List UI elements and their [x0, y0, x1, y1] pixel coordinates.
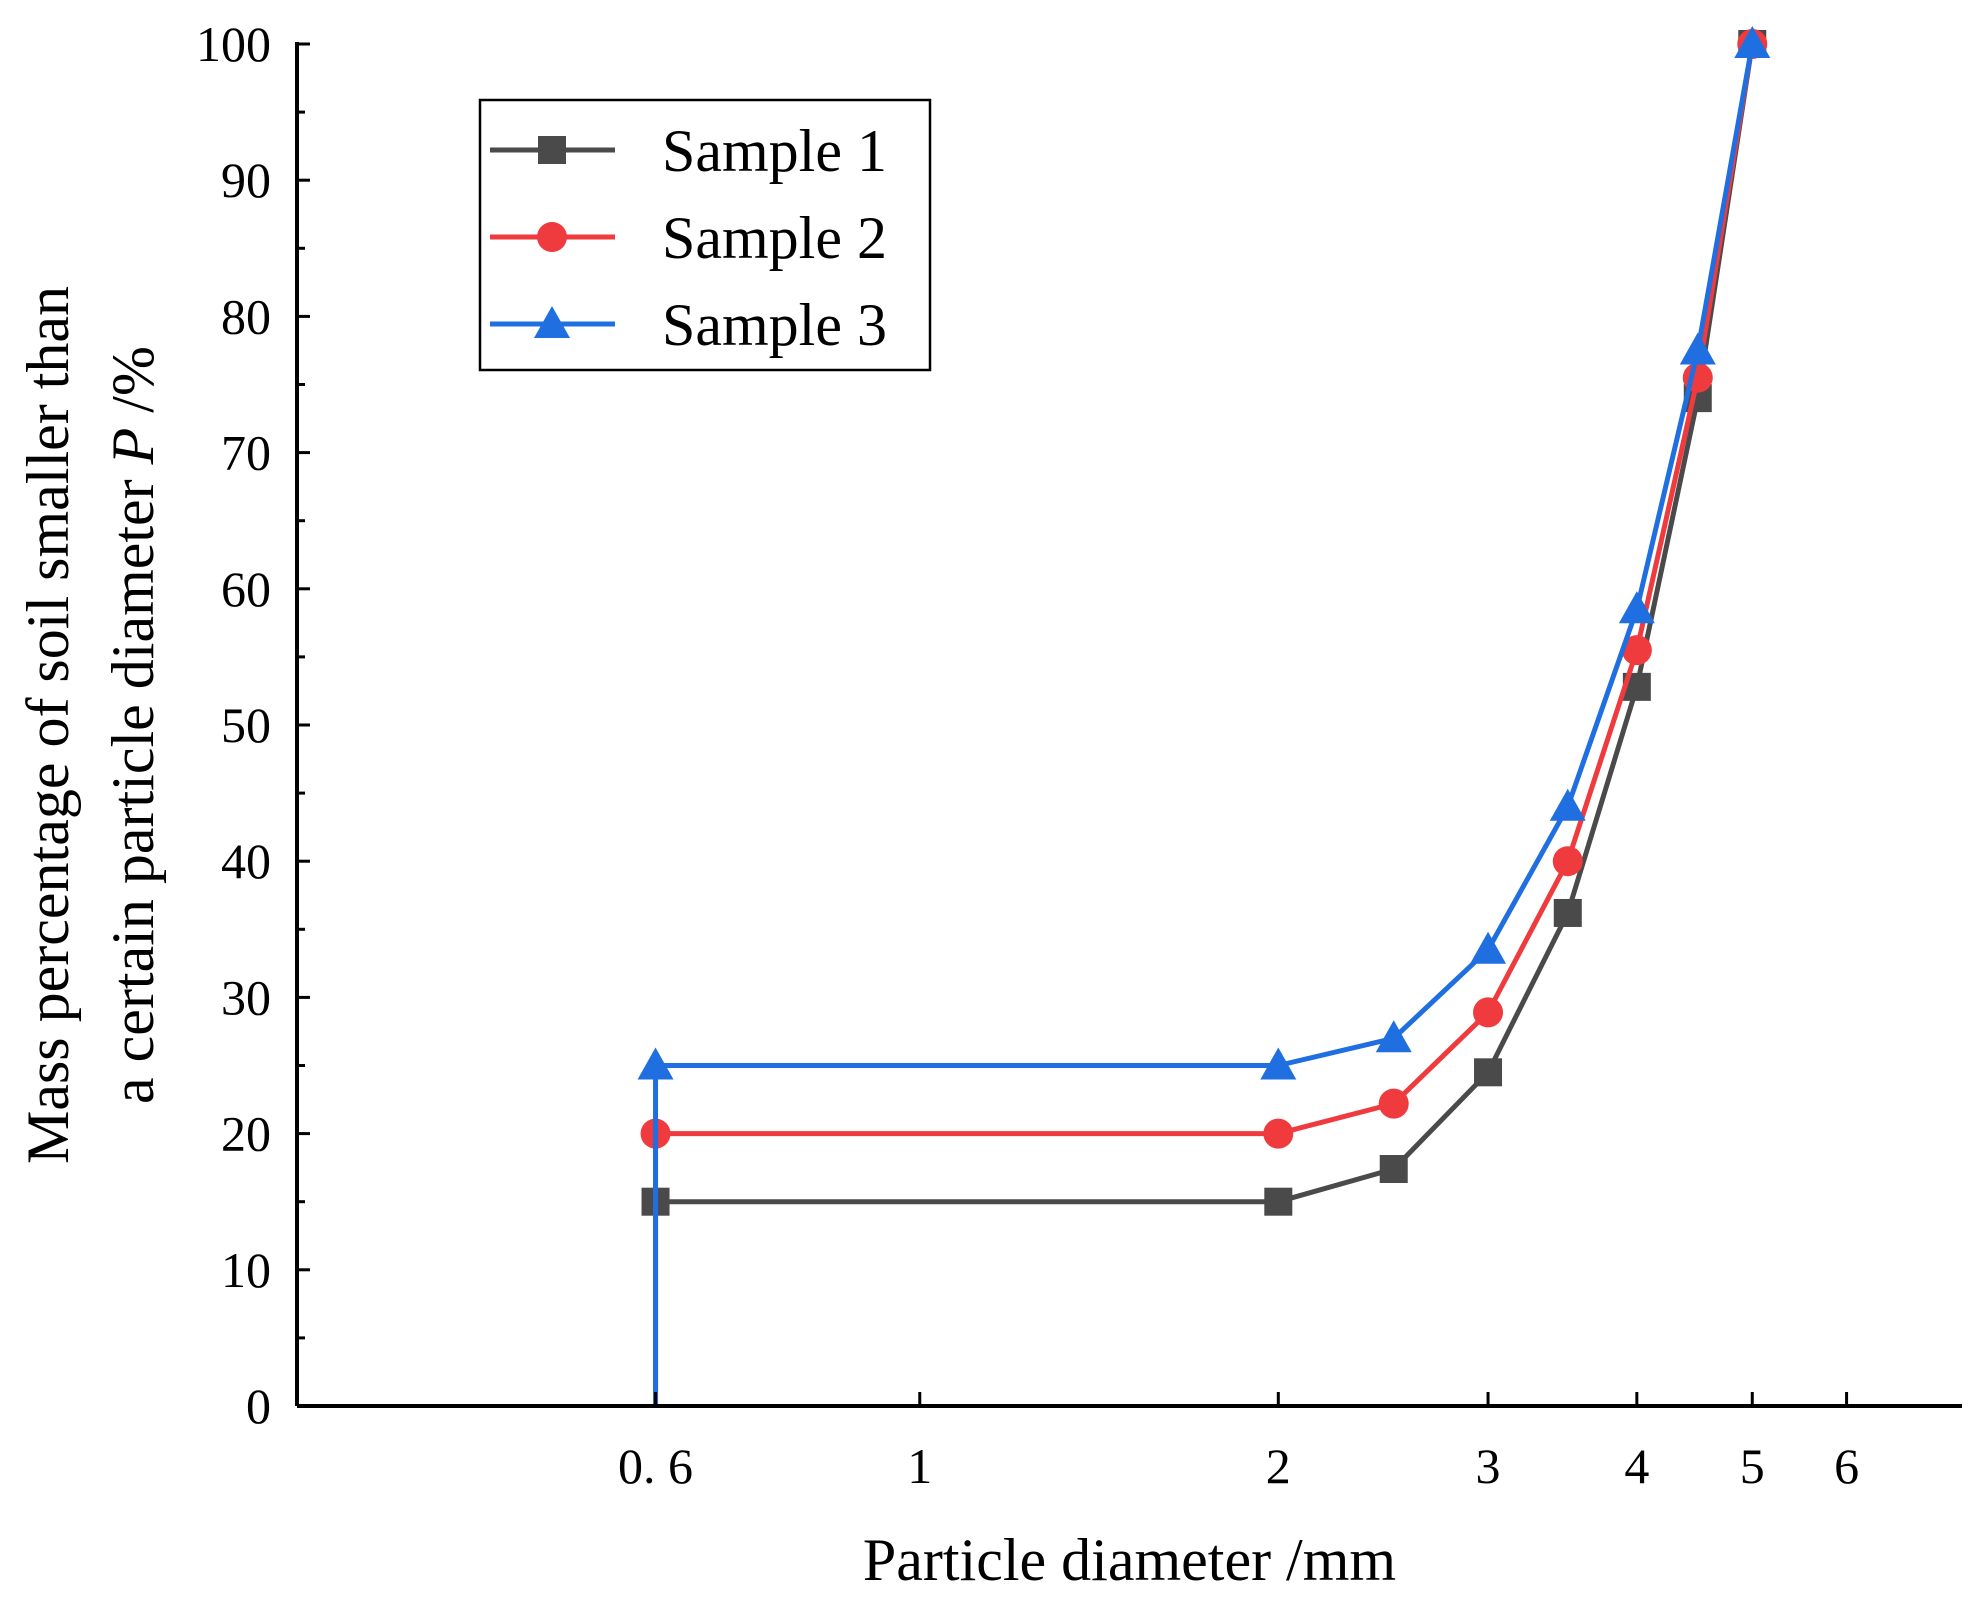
- y-axis-title-line2: a certain particle diameter P /%: [100, 346, 166, 1104]
- y-axis-title-unit: /%: [100, 346, 166, 428]
- legend-item-1: Sample 1: [490, 118, 887, 184]
- y-tick-label: 100: [196, 16, 271, 72]
- legend-marker: [538, 136, 566, 164]
- data-point: [1260, 1047, 1297, 1080]
- series-layer: [637, 26, 1771, 1406]
- data-point: [1378, 1088, 1409, 1119]
- data-point: [1264, 1187, 1293, 1216]
- y-tick-label: 60: [221, 561, 271, 617]
- legend-label: Sample 1: [662, 118, 887, 184]
- x-axis-title: Particle diameter /mm: [863, 1527, 1396, 1593]
- ticks-layer: 0 10 20 30 40 50 60 70 80 90 100 0. 6 1 2 3 4 5 6: [196, 16, 1859, 1494]
- data-point: [1549, 788, 1586, 821]
- y-tick-label: 90: [221, 152, 271, 208]
- data-point: [1621, 635, 1652, 666]
- legend-label: Sample 3: [662, 292, 887, 358]
- legend-label: Sample 2: [662, 205, 887, 271]
- data-point: [1263, 1118, 1294, 1149]
- legend-marker: [537, 222, 567, 252]
- x-tick-label: 0. 6: [618, 1438, 693, 1494]
- data-point: [1553, 898, 1582, 927]
- y-tick-label: 30: [221, 969, 271, 1025]
- data-point: [1379, 1155, 1408, 1184]
- y-tick-label: 20: [221, 1106, 271, 1162]
- y-tick-label: 40: [221, 833, 271, 889]
- x-tick-label: 4: [1624, 1438, 1649, 1494]
- y-tick-label: 50: [221, 697, 271, 753]
- data-point: [1474, 1058, 1503, 1087]
- legend: Sample 1 Sample 2 Sample 3: [478, 98, 932, 372]
- data-point: [1375, 1020, 1412, 1053]
- y-axis-title-variable: P: [100, 428, 166, 466]
- data-point: [1679, 332, 1716, 365]
- data-point: [637, 1047, 674, 1080]
- y-tick-label: 10: [221, 1242, 271, 1298]
- data-point: [1552, 846, 1583, 877]
- legend-item-3: Sample 3: [490, 292, 887, 358]
- data-point: [1473, 997, 1504, 1028]
- data-point: [1618, 591, 1655, 624]
- y-tick-label: 0: [246, 1378, 271, 1434]
- y-tick-label: 80: [221, 288, 271, 344]
- y-axis-title-line1: Mass percentage of soil smaller than: [15, 286, 81, 1164]
- x-tick-label: 1: [907, 1438, 932, 1494]
- x-tick-label: 5: [1740, 1438, 1765, 1494]
- legend-item-2: Sample 2: [490, 205, 887, 271]
- x-tick-label: 2: [1266, 1438, 1291, 1494]
- data-point: [1470, 931, 1507, 964]
- x-tick-label: 6: [1834, 1438, 1859, 1494]
- x-tick-label: 3: [1476, 1438, 1501, 1494]
- y-axis-title-line2-prefix: a certain particle diameter: [100, 464, 166, 1104]
- series-3: [637, 26, 1771, 1406]
- legend-marker: [534, 306, 570, 338]
- y-axis-title: Mass percentage of soil smaller than a c…: [15, 286, 166, 1164]
- data-point: [1734, 26, 1771, 58]
- y-tick-label: 70: [221, 425, 271, 481]
